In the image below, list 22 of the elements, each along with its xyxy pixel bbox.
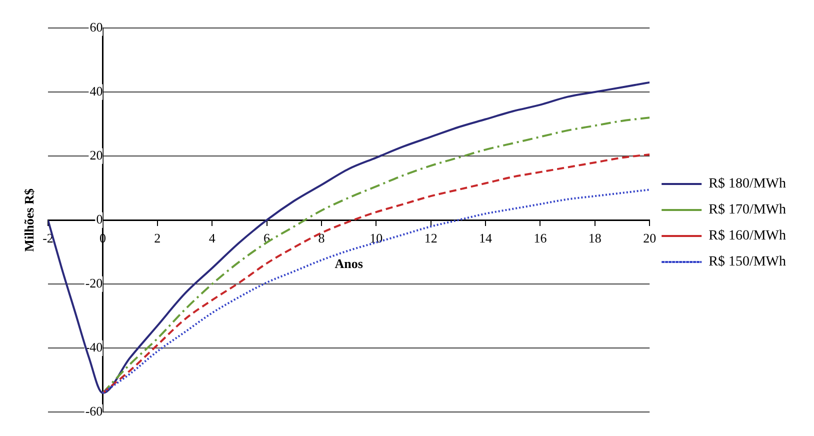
y-axis-title: Milhões R$ <box>21 188 36 252</box>
x-tick-label: 4 <box>208 230 216 246</box>
y-tick-label: 0 <box>96 212 103 227</box>
x-tick-label: 10 <box>370 230 383 246</box>
x-tick-label: 16 <box>534 230 548 246</box>
y-tick-label: -60 <box>85 404 103 419</box>
legend-label: R$ 180/MWh <box>708 176 786 192</box>
y-tick-label: 60 <box>90 19 103 34</box>
x-tick-label: 12 <box>424 230 438 246</box>
x-tick-label: 8 <box>318 230 325 246</box>
x-tick-label: 2 <box>154 230 161 246</box>
legend-label: R$ 160/MWh <box>708 228 786 244</box>
x-tick-label: 18 <box>588 230 602 246</box>
x-tick-label: 20 <box>643 230 656 246</box>
y-tick-label: -40 <box>85 340 103 355</box>
legend-label: R$ 150/MWh <box>708 254 786 270</box>
x-tick-label: 14 <box>479 230 493 246</box>
x-axis-title: Anos <box>334 256 363 271</box>
y-tick-label: -20 <box>85 276 103 291</box>
y-tick-label: 20 <box>90 147 103 162</box>
legend-label: R$ 170/MWh <box>708 202 786 218</box>
y-tick-label: 40 <box>90 83 103 98</box>
